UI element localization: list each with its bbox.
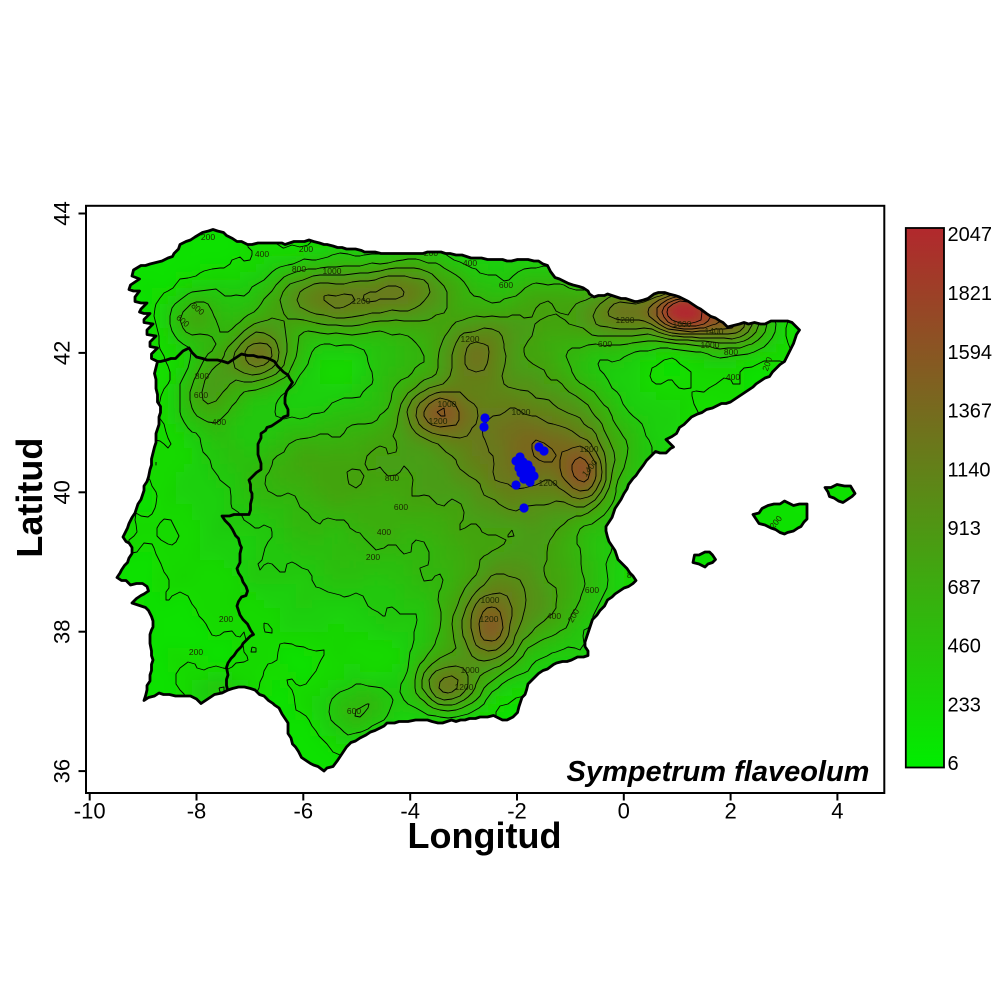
- svg-text:Longitud: Longitud: [408, 815, 562, 856]
- svg-text:Latitud: Latitud: [9, 438, 50, 558]
- svg-text:400: 400: [212, 417, 226, 427]
- svg-text:600: 600: [598, 339, 612, 349]
- svg-text:800: 800: [195, 371, 209, 381]
- svg-text:1000: 1000: [438, 399, 457, 409]
- svg-text:-8: -8: [187, 798, 207, 823]
- svg-text:6: 6: [948, 753, 959, 775]
- svg-text:1200: 1200: [455, 682, 474, 692]
- svg-text:1200: 1200: [616, 315, 635, 325]
- svg-text:1821: 1821: [948, 283, 993, 305]
- svg-text:1200: 1200: [539, 478, 558, 488]
- svg-text:0: 0: [618, 798, 630, 823]
- svg-text:400: 400: [377, 527, 391, 537]
- svg-text:400: 400: [547, 611, 561, 621]
- svg-text:600: 600: [585, 585, 599, 595]
- svg-text:1200: 1200: [580, 444, 599, 454]
- svg-text:1200: 1200: [352, 296, 371, 306]
- svg-text:1140: 1140: [948, 459, 991, 481]
- svg-text:2: 2: [724, 798, 736, 823]
- svg-text:Sympetrum flaveolum: Sympetrum flaveolum: [567, 756, 870, 788]
- svg-text:-2: -2: [507, 798, 527, 823]
- svg-text:200: 200: [760, 355, 774, 372]
- svg-text:2047: 2047: [948, 224, 993, 246]
- svg-text:200: 200: [201, 232, 215, 242]
- svg-text:1000: 1000: [461, 665, 480, 675]
- svg-text:400: 400: [726, 372, 740, 382]
- svg-text:1000: 1000: [701, 340, 720, 350]
- svg-text:1200: 1200: [480, 614, 499, 624]
- svg-text:4: 4: [831, 798, 843, 823]
- svg-text:400: 400: [255, 249, 269, 259]
- svg-text:38: 38: [50, 619, 75, 643]
- svg-text:400: 400: [463, 258, 477, 268]
- svg-text:800: 800: [292, 264, 306, 274]
- svg-text:42: 42: [50, 341, 75, 365]
- svg-text:-6: -6: [294, 798, 314, 823]
- svg-text:200: 200: [366, 552, 380, 562]
- svg-text:800: 800: [724, 347, 738, 357]
- svg-text:600: 600: [347, 706, 361, 716]
- svg-text:687: 687: [948, 577, 981, 599]
- svg-text:233: 233: [948, 694, 981, 716]
- svg-text:1200: 1200: [461, 334, 480, 344]
- svg-text:1594: 1594: [948, 342, 993, 364]
- svg-text:36: 36: [50, 759, 75, 783]
- svg-text:800: 800: [385, 473, 399, 483]
- svg-text:1600: 1600: [673, 319, 692, 329]
- svg-text:200: 200: [299, 244, 313, 254]
- svg-text:600: 600: [394, 502, 408, 512]
- svg-text:-4: -4: [400, 798, 420, 823]
- svg-text:200: 200: [219, 614, 233, 624]
- svg-text:600: 600: [499, 280, 513, 290]
- svg-text:1367: 1367: [948, 401, 993, 423]
- svg-text:1000: 1000: [481, 595, 500, 605]
- svg-text:44: 44: [50, 201, 75, 225]
- svg-text:1200: 1200: [429, 416, 448, 426]
- svg-text:-10: -10: [74, 798, 106, 823]
- svg-text:600: 600: [194, 390, 208, 400]
- svg-text:460: 460: [948, 636, 981, 658]
- svg-text:1000: 1000: [323, 266, 342, 276]
- svg-text:1400: 1400: [705, 326, 724, 336]
- svg-text:40: 40: [50, 480, 75, 504]
- svg-text:200: 200: [189, 647, 203, 657]
- svg-text:1000: 1000: [512, 407, 531, 417]
- svg-text:913: 913: [948, 518, 981, 540]
